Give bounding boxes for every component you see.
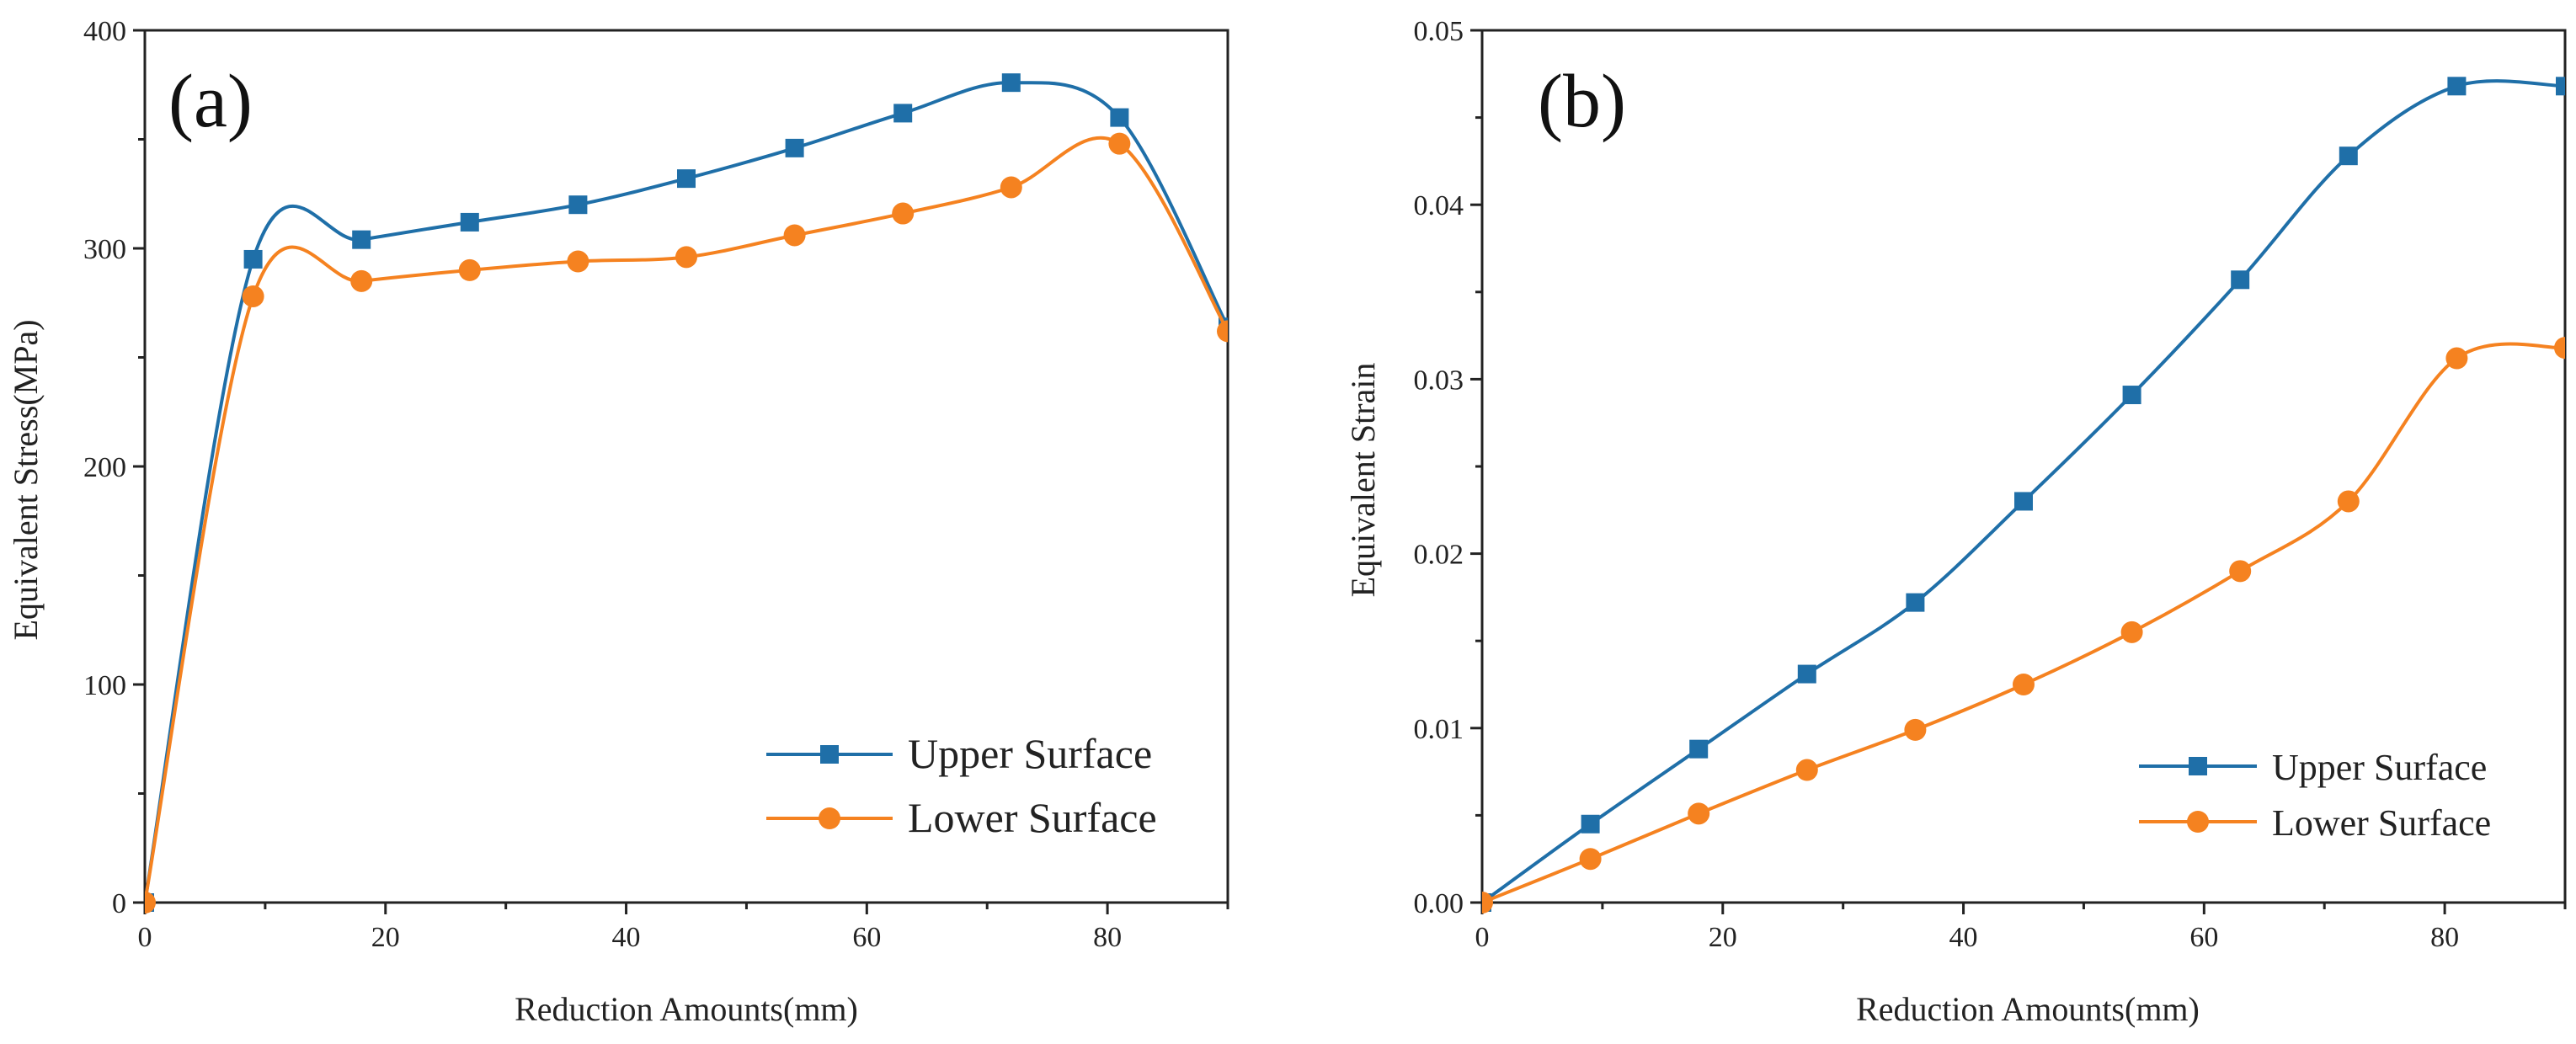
panel-b-series-line [1482, 342, 2565, 904]
panel-b-circle-marker [1795, 759, 1818, 781]
panel-b-circle-marker [2445, 347, 2468, 370]
panel-a-x-tick-label: 0 [138, 922, 152, 953]
panel-a-square-marker [677, 169, 696, 189]
panel-a-circle-marker [350, 269, 373, 292]
panel-a-x-tick-label: 40 [612, 922, 641, 953]
legend-circle-marker [2187, 811, 2209, 833]
panel-b-square-marker [1906, 593, 1925, 612]
panel-b-square-marker [2447, 77, 2467, 96]
panel-a-x-axis-title: Reduction Amounts(mm) [515, 990, 858, 1028]
panel-a-series-upper-surface [145, 73, 1228, 912]
panel-a-square-marker [785, 138, 804, 157]
panel-a-x-tick-label: 20 [371, 922, 400, 953]
panel-b-square-marker [1581, 814, 1600, 834]
panel-b-series-lower-surface [1482, 337, 2565, 914]
panel-b-x-tick-label: 60 [2189, 922, 2218, 953]
panel-b-circle-marker [2013, 674, 2035, 695]
panel-b-circle-marker [2337, 490, 2360, 513]
panel-b-circle-marker [2120, 621, 2143, 643]
panel-a-circle-marker [675, 246, 697, 269]
panel-a-circle-marker [892, 202, 915, 225]
panel-a-circle-marker [458, 258, 481, 281]
panel-b-legend: Upper Surface Lower Surface [2139, 747, 2491, 844]
panel-a-square-marker [893, 104, 913, 123]
panel-b-circle-marker [1688, 802, 1710, 825]
panel-a-y-axis-title: Equivalent Stress(MPa) [7, 319, 45, 640]
panel-a-circle-marker [145, 892, 156, 914]
panel-b-y-tick-label: 0.00 [1414, 888, 1464, 919]
panel-a-legend: Upper Surface Lower Surface [766, 730, 1157, 841]
panel-b-circle-marker [1904, 718, 1927, 741]
panel-b-x-tick-label: 40 [1949, 922, 1978, 953]
panel-b-circle-marker [2229, 560, 2252, 583]
legend-circle-marker [819, 807, 840, 829]
panel-a-square-marker [243, 249, 263, 269]
panel-a-y-tick-label: 200 [83, 452, 126, 483]
panel-a-stress-chart: (a) Reduction Amounts(mm) Equivalent Str… [7, 16, 1229, 1028]
panel-b-y-axis-title: Equivalent Strain [1344, 363, 1382, 598]
panel-b-series-upper-surface [1482, 77, 2565, 912]
panel-a-y-tick-label: 400 [83, 16, 126, 47]
panel-a-square-marker [1110, 108, 1129, 127]
panel-b-circle-marker [2554, 337, 2565, 360]
panel-b-circle-marker [1482, 892, 1493, 914]
panel-a-circle-marker [567, 250, 589, 273]
panel-b-x-tick-label: 80 [2430, 922, 2459, 953]
panel-b-circle-marker [1579, 848, 1602, 871]
panel-b-strain-chart: (b) Reduction Amounts(mm) Equivalent Str… [1344, 16, 2567, 1028]
panel-a-x-tick-label: 80 [1093, 922, 1122, 953]
panel-a-x-tick-label: 60 [852, 922, 881, 953]
panel-a-label: (a) [168, 60, 253, 143]
panel-a-y-tick-label: 300 [83, 234, 126, 265]
panel-a-square-marker [568, 195, 588, 215]
panel-a-circle-marker [1000, 176, 1022, 199]
panel-b-x-tick-label: 0 [1475, 922, 1490, 953]
panel-b-square-marker [1797, 664, 1816, 684]
panel-b-y-tick-label: 0.02 [1414, 540, 1464, 571]
panel-a-series-lower-surface [145, 132, 1228, 914]
legend-square-marker [820, 745, 839, 764]
panel-b-y-tick-label: 0.03 [1414, 365, 1464, 396]
panel-b-square-marker [2231, 270, 2250, 290]
panel-a-y-tick-label: 100 [83, 670, 126, 701]
legend-square-marker [2189, 757, 2207, 775]
panel-b-square-marker [1689, 739, 1709, 759]
panel-b-x-axis-title: Reduction Amounts(mm) [1856, 990, 2200, 1028]
legend-label-lower-surface: Lower Surface [2272, 802, 2491, 844]
panel-b-square-marker [2339, 146, 2358, 166]
panel-b-square-marker [2014, 492, 2033, 511]
panel-a-square-marker [1001, 73, 1021, 93]
panel-a-square-marker [352, 230, 371, 249]
panel-b-y-tick-label: 0.04 [1414, 190, 1464, 221]
panel-a-circle-marker [783, 224, 806, 247]
panel-a-circle-marker [1108, 132, 1131, 155]
panel-b-y-tick-label: 0.05 [1414, 16, 1464, 47]
panel-b-label: (b) [1538, 60, 1626, 143]
panel-b-x-tick-label: 20 [1709, 922, 1737, 953]
panel-a-circle-marker [242, 285, 264, 307]
panel-a-y-tick-label: 0 [112, 888, 126, 919]
panel-a-circle-marker [1217, 320, 1228, 343]
panel-b-y-tick-label: 0.01 [1414, 714, 1464, 745]
legend-label-upper-surface: Upper Surface [908, 730, 1152, 777]
panel-a-square-marker [460, 212, 479, 232]
panel-b-square-marker [2556, 77, 2565, 96]
panel-a-series-line [145, 81, 1228, 903]
legend-label-lower-surface: Lower Surface [908, 794, 1157, 841]
panel-b-square-marker [2122, 386, 2141, 405]
legend-label-upper-surface: Upper Surface [2272, 747, 2487, 788]
